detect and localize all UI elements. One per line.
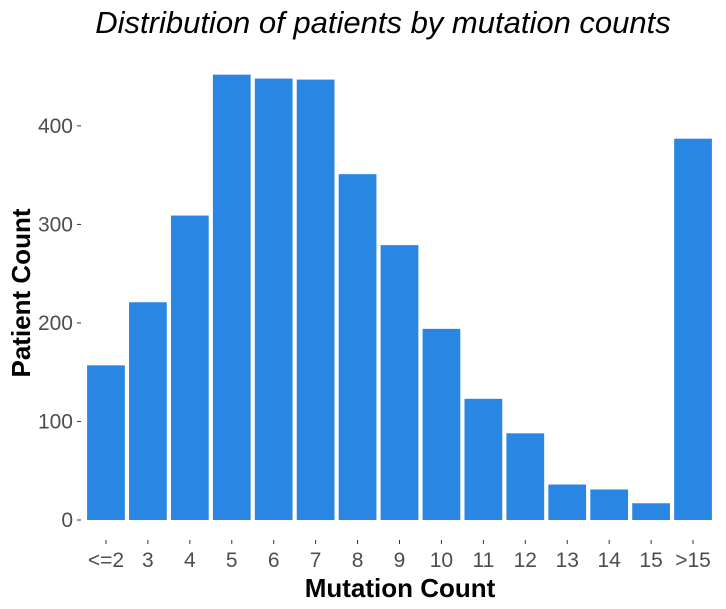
- x-tick-label-0: <=2: [88, 549, 124, 572]
- bar-6: [338, 174, 377, 521]
- y-tick-label-2: 200: [38, 312, 73, 335]
- x-axis-title: Mutation Count: [305, 573, 496, 603]
- x-tick-label-3: 5: [226, 549, 238, 572]
- x-tick-label-2: 4: [184, 549, 196, 572]
- bar-5: [296, 79, 335, 520]
- x-tick-label-12: 14: [597, 549, 621, 572]
- bar-1: [129, 302, 167, 520]
- y-axis: 0 100 200 300 400: [38, 115, 81, 532]
- bar-4: [254, 78, 293, 520]
- x-tick-label-11: 13: [556, 549, 579, 572]
- bar-3: [212, 74, 251, 520]
- bar-7: [380, 245, 419, 521]
- bar-13: [632, 503, 670, 520]
- x-tick-label-5: 7: [310, 549, 322, 572]
- y-tick-label-0: 0: [61, 509, 73, 532]
- bar-9: [464, 398, 503, 520]
- y-tick-label-4: 400: [38, 115, 73, 138]
- y-axis-title: Patient Count: [6, 208, 36, 377]
- x-tick-label-9: 11: [472, 549, 494, 572]
- x-tick-label-4: 6: [268, 549, 280, 572]
- x-tick-label-7: 9: [394, 549, 406, 572]
- bar-0: [87, 365, 125, 520]
- bar-11: [548, 484, 587, 520]
- bar-14: [674, 138, 712, 520]
- y-tick-label-1: 100: [38, 410, 73, 433]
- x-tick-label-10: 12: [514, 549, 537, 572]
- x-tick-label-6: 8: [352, 549, 364, 572]
- bars: [87, 74, 712, 521]
- chart-title: Distribution of patients by mutation cou…: [95, 5, 671, 40]
- x-tick-label-14: >15: [675, 549, 711, 572]
- bar-10: [506, 433, 545, 520]
- x-tick-label-1: 3: [142, 549, 154, 572]
- bar-8: [422, 328, 461, 520]
- x-tick-label-8: 10: [430, 549, 453, 572]
- bar-12: [590, 489, 629, 520]
- bar-2: [170, 215, 209, 521]
- x-axis: <=2 3 4 5 6 7 8 9 10 11 12 13 14 15 >15: [88, 540, 711, 572]
- x-tick-label-13: 15: [639, 549, 662, 572]
- y-tick-label-3: 300: [38, 213, 73, 236]
